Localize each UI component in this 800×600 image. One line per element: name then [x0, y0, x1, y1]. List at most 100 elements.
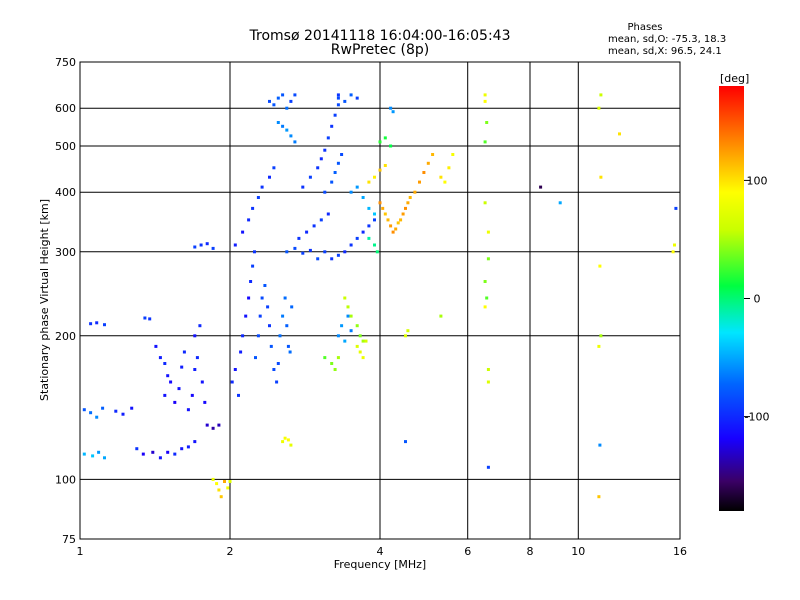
x-axis-label: Frequency [MHz]	[334, 558, 426, 571]
y-tick-label: 300	[55, 246, 76, 259]
echo-point	[89, 322, 93, 326]
echo-point	[319, 157, 323, 161]
echo-point	[211, 426, 215, 430]
phases-o-stats: mean, sd,O: -75.3, 18.3	[608, 34, 726, 45]
echo-point	[336, 161, 340, 165]
echo-point	[336, 96, 340, 100]
echo-point	[333, 171, 337, 174]
echo-point	[483, 99, 487, 103]
echo-point	[319, 218, 323, 222]
echo-point	[373, 243, 376, 247]
y-tick-labels: 75 100 200 300 400 500 600 750	[55, 56, 76, 546]
echo-point	[373, 175, 376, 179]
echo-point	[180, 447, 184, 451]
echo-point	[135, 447, 139, 451]
echo-point	[439, 175, 443, 179]
echo-point	[272, 368, 276, 371]
echo-point	[378, 201, 382, 205]
echo-point	[158, 456, 162, 460]
echo-point	[285, 250, 289, 254]
echo-point	[173, 400, 177, 404]
echo-point	[97, 450, 101, 454]
y-tick-label: 200	[55, 330, 76, 343]
echo-point	[408, 196, 412, 199]
plot-frame	[79, 61, 681, 540]
echo-point	[404, 440, 407, 444]
colorbar-ticks: 100 0 -100	[744, 174, 769, 424]
echo-point	[228, 480, 232, 483]
echo-point	[173, 452, 177, 456]
echo-point	[375, 250, 379, 254]
echo-point	[483, 93, 487, 97]
echo-point	[483, 140, 487, 144]
echo-point	[451, 153, 455, 156]
echo-point	[114, 409, 118, 413]
echo-point	[211, 477, 215, 481]
x-tick-label: 10	[571, 545, 585, 558]
echo-point	[121, 412, 125, 416]
echo-point	[268, 99, 271, 103]
echo-point	[91, 454, 95, 458]
y-tick-label: 400	[55, 186, 76, 199]
echo-point	[358, 350, 362, 354]
echo-point	[404, 334, 407, 338]
x-tick-label: 8	[527, 545, 534, 558]
echo-point	[361, 196, 365, 199]
echo-point	[260, 296, 264, 300]
echo-point	[95, 415, 99, 419]
echo-point	[330, 257, 334, 261]
echo-point	[301, 251, 305, 255]
echo-point	[272, 103, 276, 107]
echo-point	[373, 212, 376, 216]
echo-point	[205, 242, 209, 246]
phases-x-stats: mean, sd,X: 96.5, 24.1	[608, 46, 722, 57]
echo-point	[330, 362, 334, 365]
echo-point	[389, 224, 393, 228]
echo-point	[308, 175, 312, 179]
echo-point	[289, 99, 293, 103]
echo-point	[89, 411, 93, 415]
echo-point	[336, 356, 340, 360]
echo-point	[355, 236, 359, 240]
echo-point	[599, 93, 603, 97]
echo-point	[276, 96, 280, 100]
colorbar-unit: [deg]	[720, 72, 749, 85]
x-tick-label: 2	[227, 545, 234, 558]
echo-point	[305, 230, 309, 234]
data-points	[82, 93, 678, 499]
x-tick-label: 6	[464, 545, 471, 558]
echo-point	[422, 171, 426, 174]
echo-point	[198, 324, 202, 328]
echo-point	[247, 218, 251, 222]
echo-point	[486, 465, 490, 469]
echo-point	[223, 480, 226, 483]
echo-point	[326, 212, 330, 216]
echo-point	[358, 334, 362, 338]
echo-point	[333, 113, 337, 117]
echo-point	[673, 243, 676, 247]
echo-point	[355, 324, 359, 328]
echo-point	[373, 218, 376, 222]
echo-point	[247, 296, 251, 300]
echo-point	[439, 314, 443, 318]
echo-point	[193, 368, 197, 371]
echo-point	[483, 201, 487, 205]
echo-point	[308, 248, 312, 252]
echo-point	[406, 329, 410, 333]
echo-point	[447, 166, 451, 170]
echo-point	[597, 344, 601, 348]
echo-point	[336, 103, 340, 107]
echo-point	[286, 438, 290, 442]
echo-point	[293, 93, 297, 97]
echo-point	[383, 164, 387, 167]
echo-point	[272, 166, 276, 170]
echo-point	[599, 334, 603, 338]
echo-point	[141, 452, 145, 456]
echo-point	[355, 96, 359, 100]
echo-point	[346, 305, 350, 309]
echo-point	[148, 317, 152, 321]
echo-point	[378, 140, 382, 144]
echo-point	[281, 93, 285, 97]
echo-point	[383, 212, 387, 216]
